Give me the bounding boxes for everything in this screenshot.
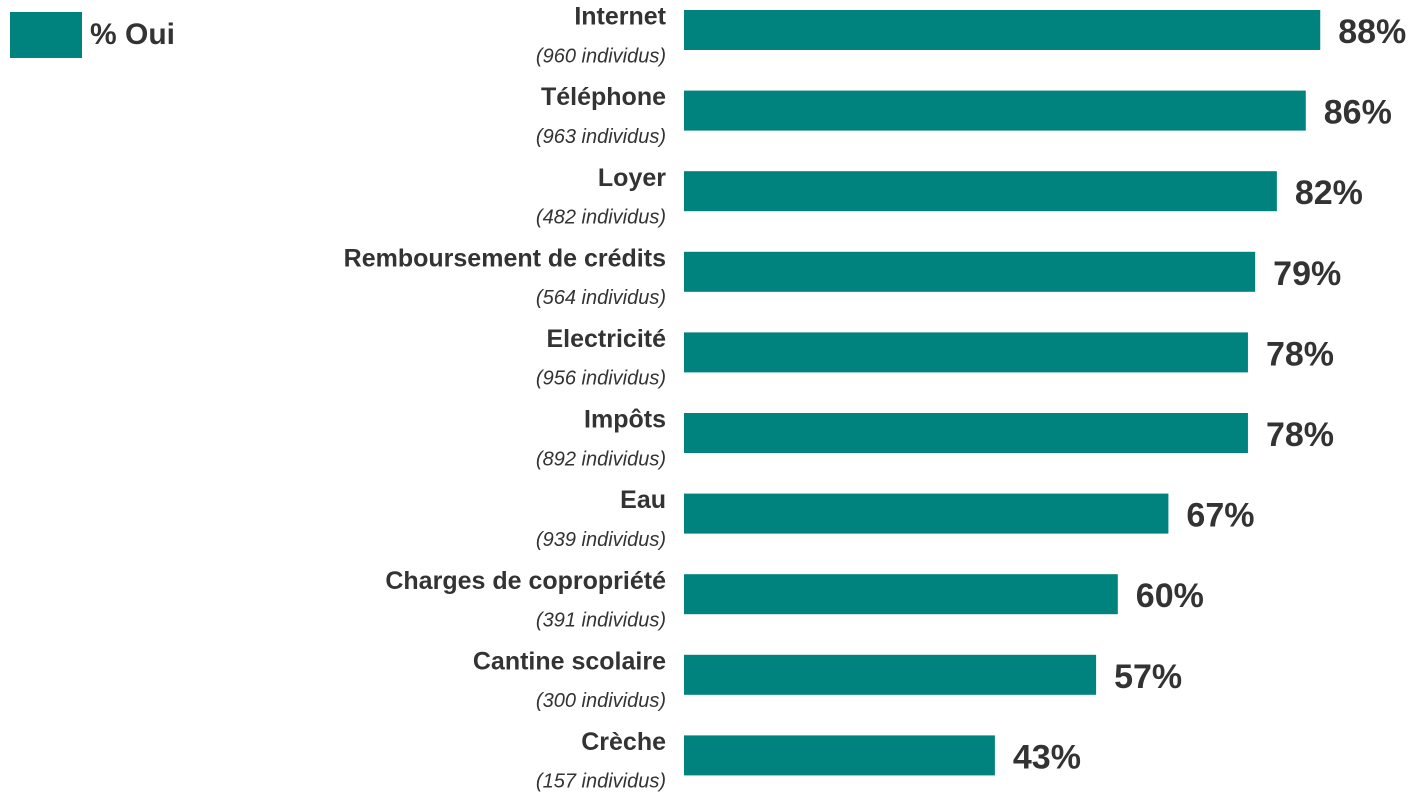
bar xyxy=(684,654,1097,695)
category-label: Impôts xyxy=(584,406,666,434)
category-sublabel: (939 individus) xyxy=(536,529,666,551)
category-label: Cantine scolaire xyxy=(473,647,666,675)
value-label: 67% xyxy=(1186,497,1254,535)
category-label: Crèche xyxy=(581,728,666,756)
legend-label: % Oui xyxy=(90,18,175,51)
category-sublabel: (960 individus) xyxy=(536,45,666,67)
bar xyxy=(684,574,1118,615)
bar xyxy=(684,735,995,776)
category-sublabel: (963 individus) xyxy=(536,126,666,148)
value-label: 88% xyxy=(1338,13,1406,51)
category-sublabel: (482 individus) xyxy=(536,206,666,228)
category-sublabel: (157 individus) xyxy=(536,771,666,793)
category-label: Electricité xyxy=(546,325,666,353)
value-label: 57% xyxy=(1114,658,1182,696)
category-label: Charges de copropriété xyxy=(385,567,666,595)
bar xyxy=(684,171,1277,212)
value-label: 43% xyxy=(1013,738,1081,776)
value-label: 82% xyxy=(1295,174,1363,212)
bar xyxy=(684,332,1248,373)
category-label: Eau xyxy=(620,486,666,514)
category-label: Loyer xyxy=(598,164,666,192)
bar xyxy=(684,90,1306,131)
category-label: Internet xyxy=(574,3,666,31)
category-sublabel: (892 individus) xyxy=(536,448,666,470)
value-label: 86% xyxy=(1324,94,1392,132)
legend-swatch xyxy=(10,12,82,58)
value-label: 79% xyxy=(1273,255,1341,293)
bar xyxy=(684,413,1248,453)
category-sublabel: (391 individus) xyxy=(536,609,666,631)
category-sublabel: (300 individus) xyxy=(536,690,666,712)
bar xyxy=(684,10,1321,50)
value-label: 78% xyxy=(1266,335,1334,373)
category-label: Remboursement de crédits xyxy=(344,244,666,272)
value-label: 78% xyxy=(1266,416,1334,454)
bar xyxy=(684,251,1256,292)
bar xyxy=(684,493,1169,534)
value-label: 60% xyxy=(1136,577,1204,615)
category-sublabel: (956 individus) xyxy=(536,368,666,390)
category-label: Téléphone xyxy=(541,83,666,111)
category-sublabel: (564 individus) xyxy=(536,287,666,309)
